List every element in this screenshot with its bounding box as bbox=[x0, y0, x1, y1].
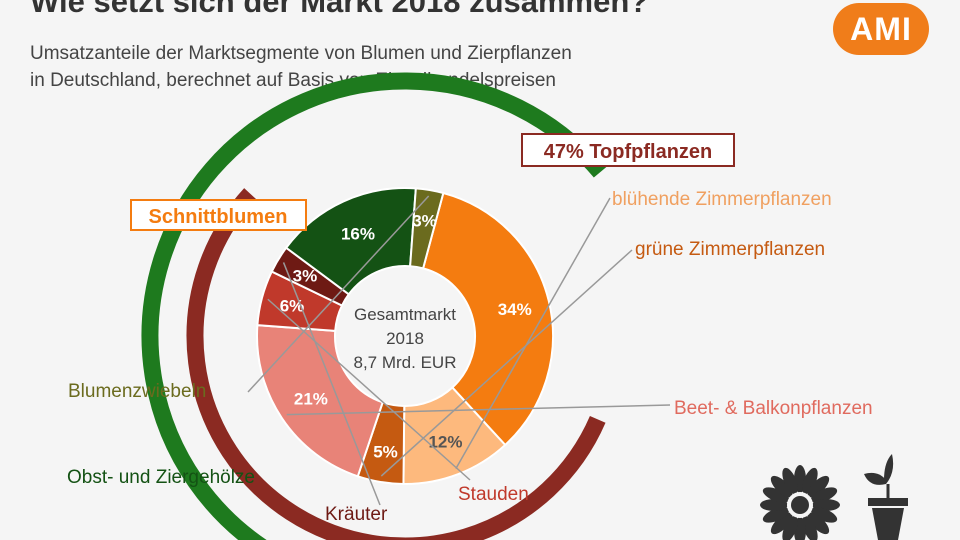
slice-label-bluhende-zimmerpflanzen: 12% bbox=[428, 432, 462, 451]
legend-stauden: Stauden bbox=[458, 484, 529, 505]
slice-value-labels: 34% 12% 5% 21% 6% 3% 16% 3% bbox=[280, 212, 532, 462]
leader-blumenzwiebeln bbox=[247, 195, 430, 393]
legend-blumenzwiebeln: Blumenzwiebeln bbox=[68, 381, 206, 402]
topfpflanzen-label-box bbox=[521, 133, 735, 167]
sunflower-petal bbox=[810, 487, 838, 503]
sunflower-petal bbox=[782, 515, 798, 540]
slice-label-krauter: 3% bbox=[293, 266, 318, 285]
ami-logo: AMI bbox=[833, 3, 929, 55]
legend-kraeuter: Kräuter bbox=[325, 504, 388, 525]
subtitle-line-1: Umsatzanteile der Marktsegmente von Blum… bbox=[30, 43, 572, 64]
sunflower-petal bbox=[762, 487, 790, 503]
slice-label-schnittblumen: 34% bbox=[498, 300, 532, 319]
sunflower-petal bbox=[807, 512, 830, 535]
legend-bluehende-zimmerpflanzen: blühende Zimmerpflanzen bbox=[612, 189, 832, 210]
sunflower-petal bbox=[802, 467, 818, 495]
leader-lines bbox=[247, 195, 671, 506]
slice-schnittblumen bbox=[421, 191, 554, 447]
sunflower-petal bbox=[762, 507, 790, 523]
donut-slices bbox=[256, 187, 554, 486]
center-label-line2: 2018 bbox=[386, 329, 424, 348]
page-title: Wie setzt sich der Markt 2018 zusammen? bbox=[30, 0, 649, 19]
center-label-line1: Gesamtmarkt bbox=[354, 305, 456, 324]
sunflower-petal bbox=[770, 512, 793, 535]
sunflower-icon bbox=[760, 465, 840, 540]
sunflower-petal bbox=[782, 467, 798, 495]
slice-label-beet-balkonpflanzen: 21% bbox=[294, 390, 328, 409]
slice-blumenzwiebeln bbox=[409, 187, 445, 270]
sunflower-petal bbox=[810, 507, 838, 523]
sunflower-petal bbox=[802, 515, 818, 540]
leader-stauden bbox=[267, 298, 471, 481]
leader-bluehende bbox=[455, 197, 611, 469]
leader-beet bbox=[286, 404, 671, 416]
slice-label-grune-zimmerpflanzen: 5% bbox=[373, 442, 398, 461]
slice-label-stauden: 6% bbox=[280, 297, 305, 316]
slice-beet-balkonpflanzen bbox=[256, 324, 384, 478]
sunflower-petal bbox=[807, 475, 830, 498]
gehoelze-group-arc bbox=[141, 72, 607, 540]
legend-schnittblumen: Schnittblumen bbox=[149, 206, 288, 228]
schnittblumen-label-box bbox=[130, 199, 307, 231]
potted-plant-icon bbox=[864, 454, 908, 540]
legend-beet-balkonpflanzen: Beet- & Balkonpflanzen bbox=[674, 398, 873, 419]
leader-kraeuter bbox=[282, 262, 381, 506]
slice-label-obst-und-ziergeholze: 16% bbox=[341, 224, 375, 243]
center-label-line3: 8,7 Mrd. EUR bbox=[354, 353, 457, 372]
sunflower-petal bbox=[770, 475, 793, 498]
topfpflanzen-group-arc bbox=[186, 188, 606, 540]
slice-label-blumenzwiebeln: 3% bbox=[412, 212, 437, 231]
legend-obst-ziergehoelze: Obst- und Ziergehölze bbox=[67, 467, 255, 488]
legend-gruene-zimmerpflanzen: grüne Zimmerpflanzen bbox=[635, 239, 825, 260]
legend-topfpflanzen: 47% Topfpflanzen bbox=[544, 141, 713, 163]
